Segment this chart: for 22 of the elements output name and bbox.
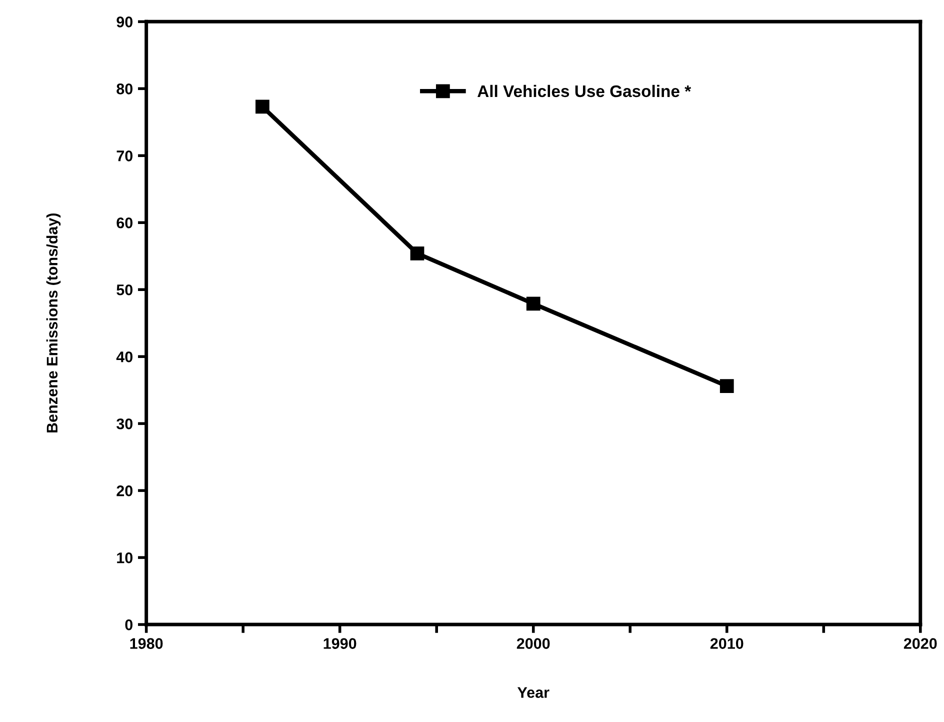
x-tick-label: 1980 <box>130 638 163 649</box>
y-tick-label: 90 <box>116 16 132 28</box>
x-tick-label: 2020 <box>904 638 937 649</box>
point <box>720 379 734 394</box>
y-tick-label: 40 <box>116 351 132 362</box>
y-tick-label: 80 <box>116 84 132 94</box>
y-tick-label: 30 <box>116 418 132 430</box>
y-tick-label: 20 <box>116 485 132 496</box>
x-tick-label: 1990 <box>324 638 356 649</box>
point <box>410 246 424 260</box>
point <box>255 100 270 114</box>
y-tick-label: 70 <box>116 150 132 162</box>
x-axis-title: Year <box>517 687 550 698</box>
x-tick-label: 2000 <box>516 638 550 649</box>
y-tick-label: 10 <box>117 552 132 564</box>
y-axis-title: Benzene Emissions (tons/day) <box>46 213 61 432</box>
point <box>526 296 540 311</box>
y-tick-label: 0 <box>125 619 132 630</box>
x-tick-label: 2010 <box>710 638 744 649</box>
y-tick-label: 50 <box>116 284 132 296</box>
y-tick-label: 60 <box>116 217 132 228</box>
legend-label: All Vehicles Use Gasoline * <box>478 84 692 98</box>
